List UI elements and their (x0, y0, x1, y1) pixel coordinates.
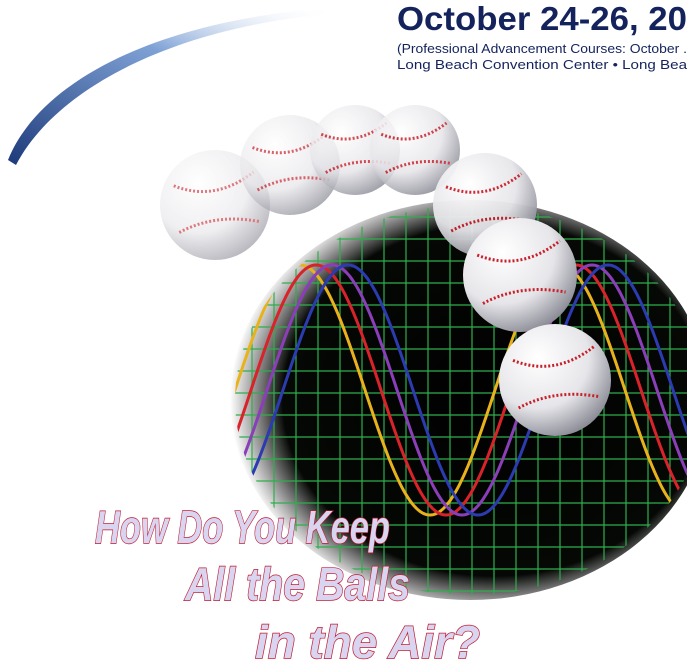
subtitle: Long Beach Convention Center • Long Bea (397, 57, 687, 72)
baseball (499, 324, 611, 436)
ball (463, 218, 577, 332)
title: October 24-26, 20 (397, 0, 687, 37)
stitch (476, 239, 561, 263)
stitch (320, 121, 388, 141)
stitch (450, 216, 527, 233)
headline: How Do You Keep (95, 501, 390, 553)
stitch (482, 288, 566, 305)
wave (235, 263, 687, 517)
ball (370, 105, 460, 195)
headline: in the Air? (255, 616, 480, 668)
wave (235, 263, 687, 517)
wave (235, 263, 687, 517)
stitch (173, 170, 255, 193)
swoosh (8, 8, 330, 165)
stitch (385, 160, 452, 174)
baseball (463, 218, 577, 332)
baseball (370, 105, 460, 195)
stitch (445, 172, 523, 194)
stitch (512, 345, 596, 368)
stitch (517, 392, 601, 410)
headline: All the Balls (184, 558, 410, 610)
baseballs (160, 105, 611, 436)
stitch (178, 217, 260, 234)
stitch (256, 176, 331, 192)
subtitle: (Professional Advancement Courses: Octob… (397, 41, 687, 56)
stitch (380, 121, 448, 141)
dark-circle (230, 200, 687, 600)
ball (499, 324, 611, 436)
